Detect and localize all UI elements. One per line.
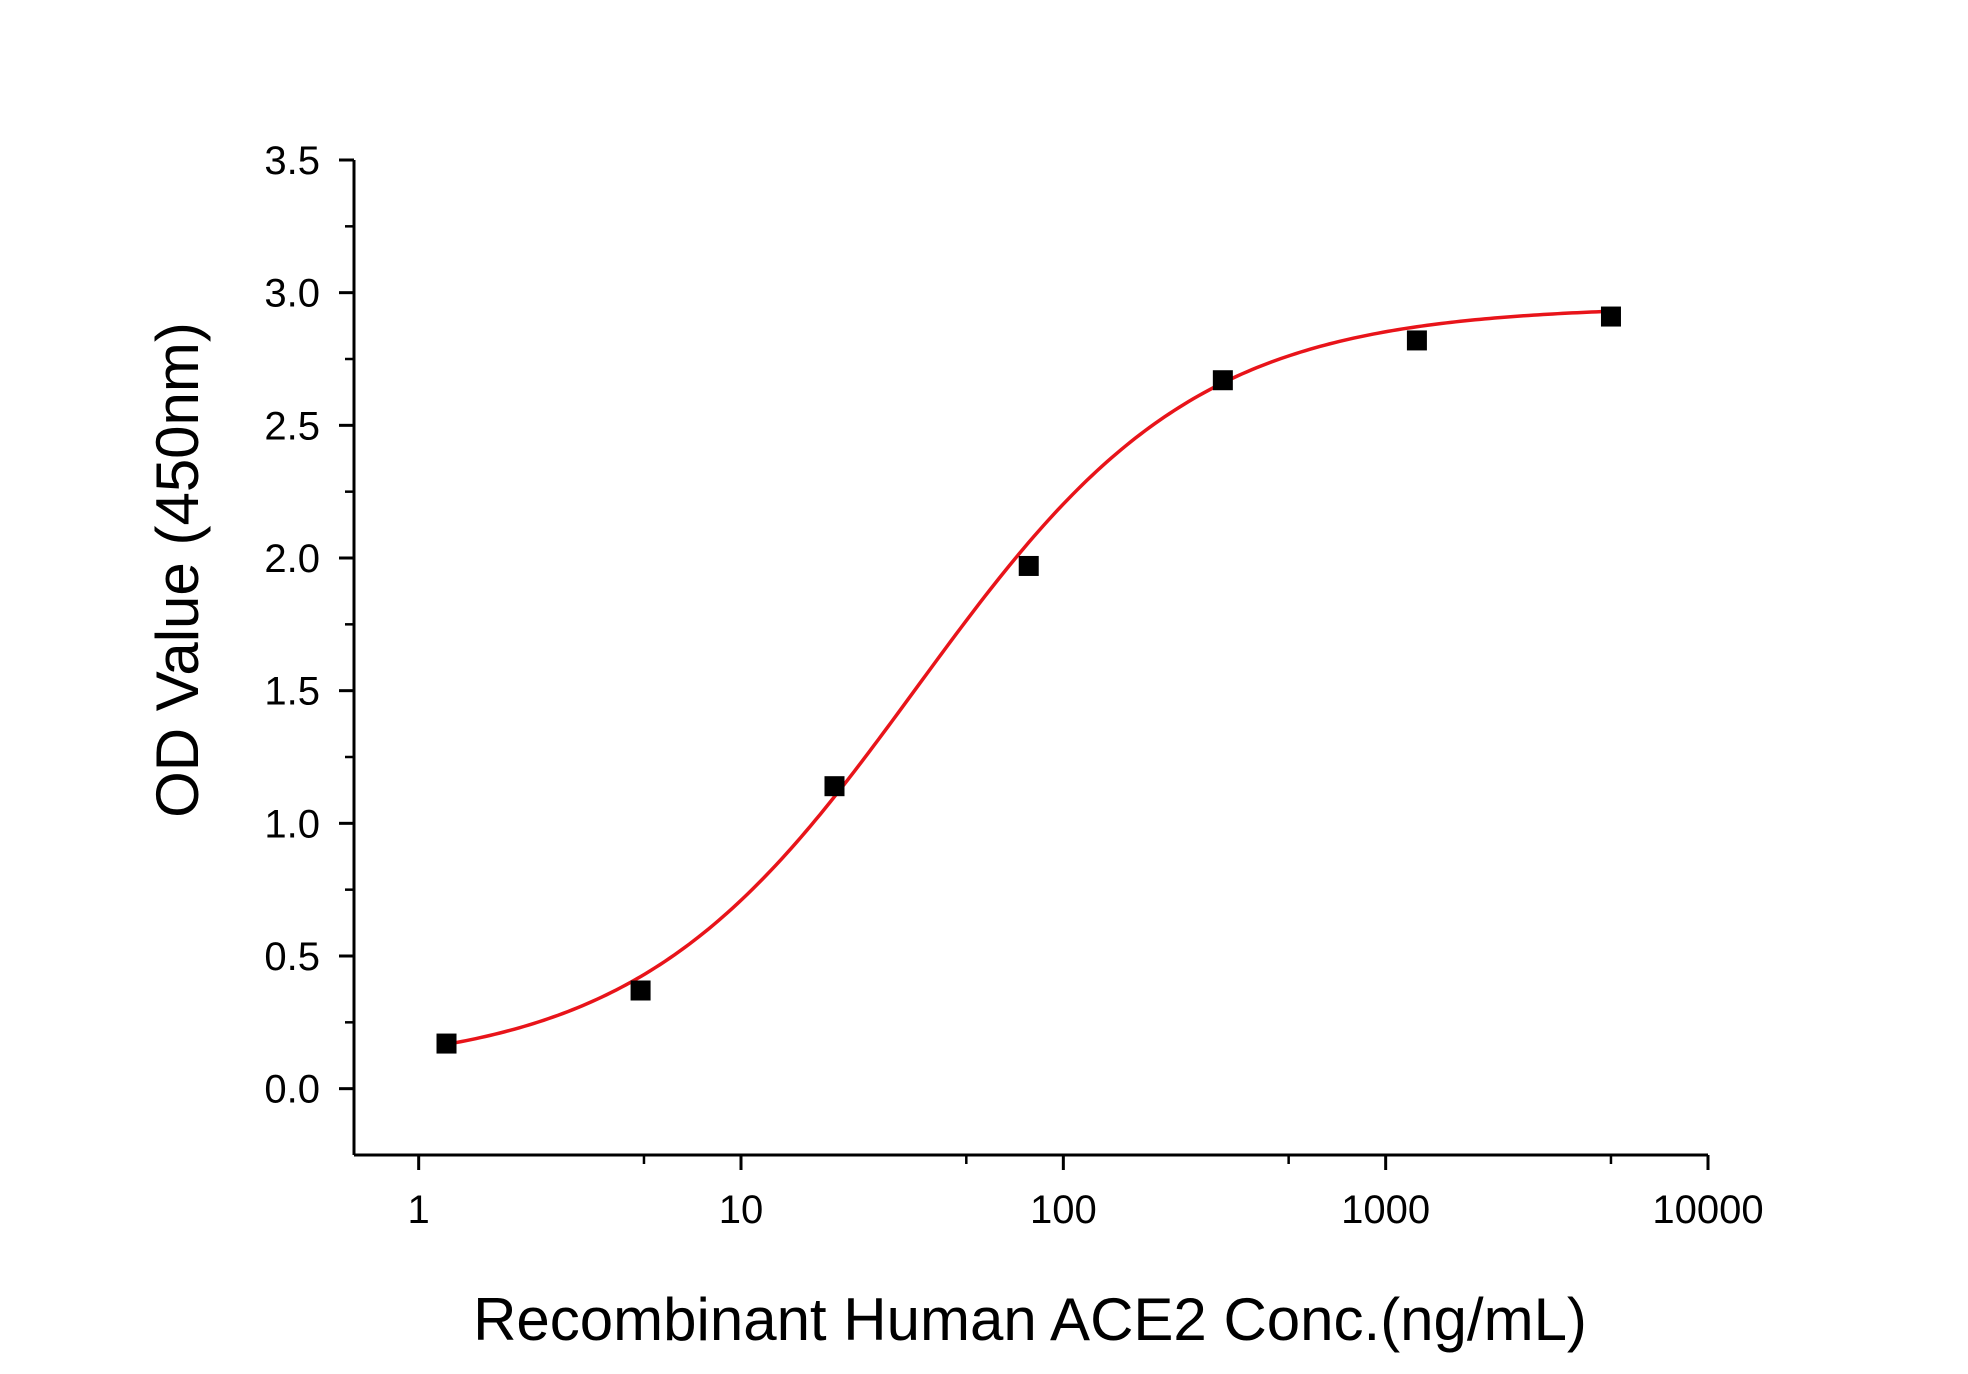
y-axis-title: OD Value (450nm) [144, 322, 211, 818]
x-axis-title: Recombinant Human ACE2 Conc.(ng/mL) [473, 1286, 1587, 1353]
y-tick-label: 1.5 [264, 670, 320, 714]
data-points-layer [436, 306, 1621, 1054]
data-point [824, 776, 845, 797]
x-tick-label: 100 [1030, 1188, 1097, 1232]
y-tick-label: 0.5 [264, 935, 320, 979]
data-point [1406, 330, 1427, 351]
data-point [436, 1033, 457, 1054]
x-tick-label: 10000 [1652, 1188, 1763, 1232]
axes [352, 160, 1708, 1157]
x-tick-label: 1 [408, 1188, 430, 1232]
x-tick-label: 1000 [1341, 1188, 1430, 1232]
data-point [1212, 370, 1233, 391]
y-tick-label: 0.0 [264, 1068, 320, 1112]
y-tick-label: 1.0 [264, 802, 320, 846]
data-point [630, 980, 651, 1001]
x-tick-label: 10 [719, 1188, 764, 1232]
x-axis-ticks: 1 10 100 1000 10000 [408, 1155, 1764, 1232]
fit-curve [446, 309, 1612, 1047]
y-tick-label: 2.5 [264, 404, 320, 448]
data-point [1600, 306, 1621, 327]
data-point [1018, 555, 1039, 576]
y-tick-label: 3.0 [264, 272, 320, 316]
fit-curve-layer [446, 309, 1612, 1047]
y-axis-ticks: 0.0 0.5 1.0 1.5 2.0 2.5 3.0 3.5 [264, 139, 354, 1112]
y-tick-label: 2.0 [264, 537, 320, 581]
y-tick-label: 3.5 [264, 139, 320, 183]
